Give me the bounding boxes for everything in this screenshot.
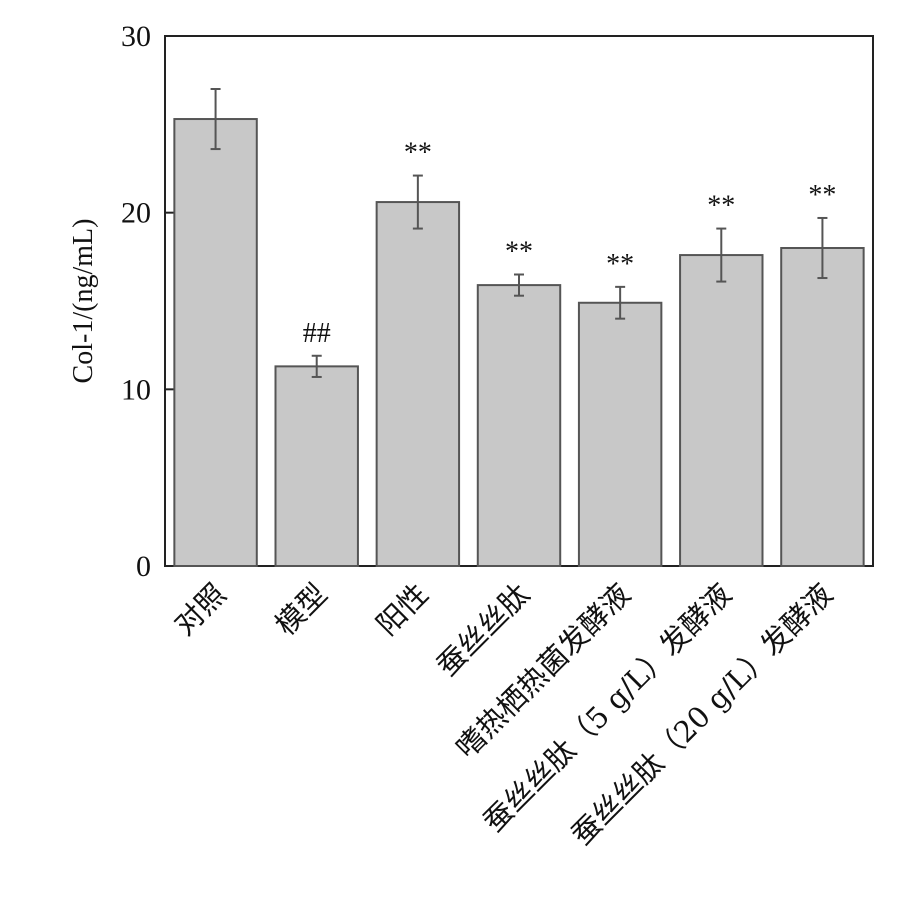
bar (274, 365, 359, 567)
significance-label: ## (303, 318, 331, 349)
y-axis-title: Col-1/(ng/mL) (68, 219, 99, 384)
bar (679, 254, 764, 567)
y-axis: 0 10 20 30 (121, 20, 174, 583)
category-label: 蚕丝丝肽 (430, 577, 536, 683)
category-label: 嗜热栖热菌发酵液 (449, 577, 637, 765)
bar (476, 284, 562, 567)
category-label: 模型 (269, 577, 334, 642)
bars: ## ** ** ** ** ** (173, 88, 865, 568)
category-label: 对照 (167, 577, 232, 642)
bar (577, 301, 663, 567)
significance-label: ** (808, 180, 836, 211)
category-label: 阳性 (370, 577, 435, 642)
bar (780, 247, 865, 567)
significance-label: ** (404, 138, 432, 169)
significance-label: ** (707, 191, 735, 222)
y-tick-label: 20 (121, 197, 151, 230)
significance-label: ** (606, 249, 634, 280)
bar (375, 201, 461, 567)
y-tick-label: 30 (121, 20, 151, 53)
bar (173, 118, 258, 568)
significance-label: ** (505, 237, 533, 268)
y-tick-label: 10 (121, 373, 151, 406)
y-tick-label: 0 (136, 550, 151, 583)
